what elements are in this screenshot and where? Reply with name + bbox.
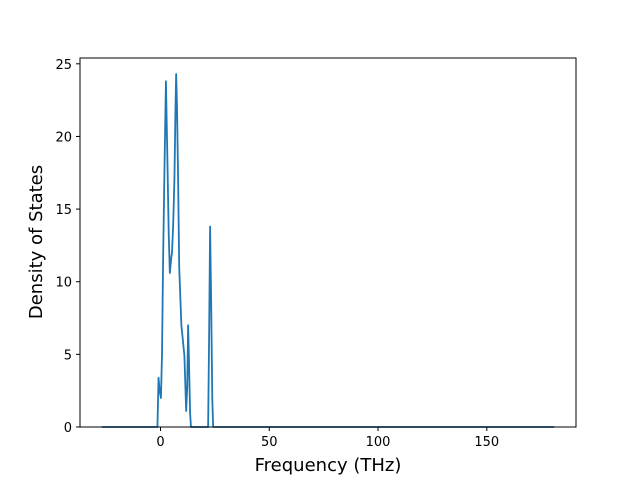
x-tick-label: 100 (366, 435, 391, 450)
plot-frame (79, 57, 577, 428)
y-axis-label: Density of States (26, 165, 47, 319)
x-axis-ticks: 0 50 100 150 (156, 427, 499, 450)
y-tick-label: 0 (64, 421, 72, 436)
y-tick-label: 25 (55, 58, 72, 73)
y-tick-label: 5 (64, 348, 72, 363)
y-tick-label: 20 (55, 130, 72, 145)
x-tick-label: 150 (474, 435, 499, 450)
x-tick-label: 0 (156, 435, 164, 450)
y-tick-label: 10 (55, 276, 72, 291)
plot-background (80, 58, 576, 427)
x-tick-label: 50 (261, 435, 278, 450)
y-axis-ticks: 0 5 10 15 20 25 (55, 58, 80, 436)
y-tick-label: 15 (55, 203, 72, 218)
x-axis-label: Frequency (THz) (255, 455, 402, 476)
